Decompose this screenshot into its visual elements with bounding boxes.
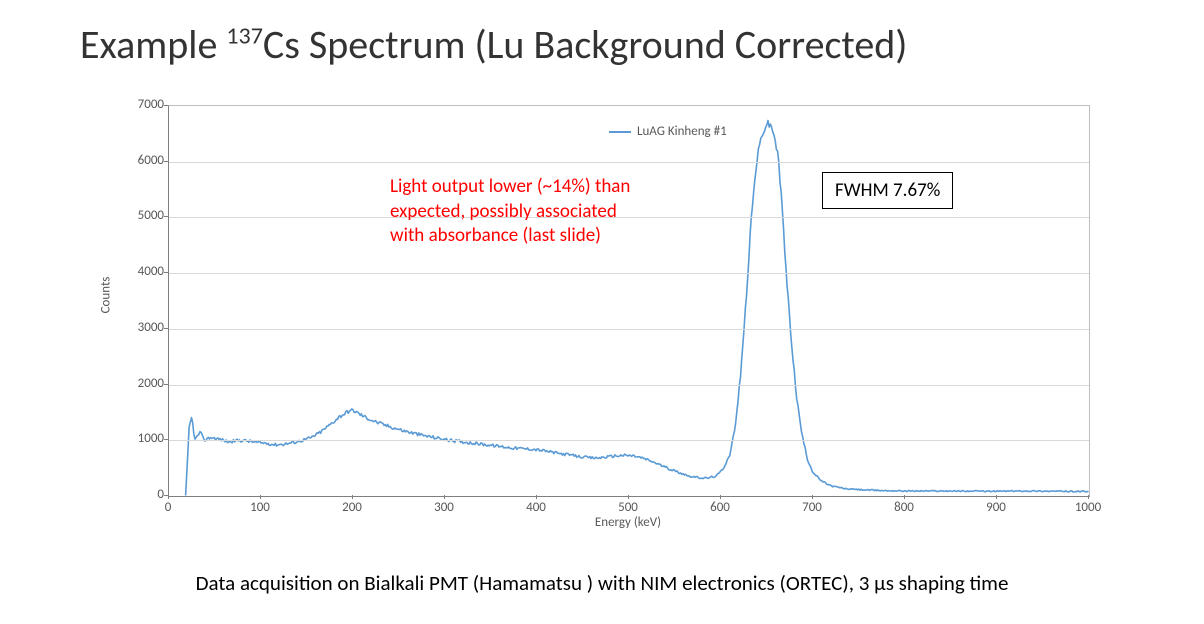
- fwhm-value: FWHM 7.67%: [835, 179, 940, 202]
- page-title: Example 137Cs Spectrum (Lu Background Co…: [80, 20, 1124, 69]
- annotation-fwhm: FWHM 7.67%: [822, 172, 953, 209]
- y-tick-mark: [164, 105, 168, 106]
- gridline: [169, 162, 1089, 163]
- y-tick-mark: [164, 328, 168, 329]
- x-tick-mark: [996, 495, 997, 499]
- annot-red-line1: Light output lower (~14%) than: [390, 175, 630, 198]
- x-tick-mark: [168, 495, 169, 499]
- x-tick-mark: [812, 495, 813, 499]
- x-axis-label: Energy (keV): [168, 515, 1088, 530]
- caption-pre: Data acquisition on Bialkali PMT (Hamama…: [196, 570, 875, 596]
- x-tick-mark: [720, 495, 721, 499]
- x-tick-label: 200: [332, 500, 372, 515]
- x-tick-label: 400: [516, 500, 556, 515]
- y-tick-mark: [164, 216, 168, 217]
- x-tick-label: 600: [700, 500, 740, 515]
- x-tick-label: 500: [608, 500, 648, 515]
- title-post: Cs Spectrum (Lu Background Corrected): [263, 20, 908, 69]
- y-tick-label: 1000: [114, 431, 164, 446]
- caption-post: s shaping time: [886, 570, 1009, 596]
- annot-red-line2: expected, possibly associated: [390, 200, 617, 223]
- legend: LuAG Kinheng #1: [609, 124, 727, 139]
- gridline: [169, 329, 1089, 330]
- y-tick-label: 4000: [114, 264, 164, 279]
- x-tick-mark: [352, 495, 353, 499]
- x-tick-label: 800: [884, 500, 924, 515]
- y-tick-label: 3000: [114, 320, 164, 335]
- annot-red-line3: with absorbance (last slide): [390, 224, 601, 247]
- x-tick-mark: [260, 495, 261, 499]
- legend-label: LuAG Kinheng #1: [637, 124, 727, 139]
- plot-area: LuAG Kinheng #1: [168, 105, 1090, 497]
- slide: Example 137Cs Spectrum (Lu Background Co…: [0, 0, 1204, 624]
- caption: Data acquisition on Bialkali PMT (Hamama…: [0, 570, 1204, 596]
- x-tick-label: 900: [976, 500, 1016, 515]
- x-tick-label: 700: [792, 500, 832, 515]
- x-tick-mark: [628, 495, 629, 499]
- gridline: [169, 273, 1089, 274]
- y-tick-mark: [164, 272, 168, 273]
- gridline: [169, 440, 1089, 441]
- title-pre: Example: [80, 20, 226, 69]
- caption-mu: μ: [874, 570, 886, 596]
- x-tick-mark: [444, 495, 445, 499]
- x-tick-label: 1000: [1068, 500, 1108, 515]
- title-sup: 137: [226, 22, 263, 51]
- x-tick-mark: [536, 495, 537, 499]
- x-tick-label: 0: [148, 500, 188, 515]
- y-tick-label: 6000: [114, 153, 164, 168]
- x-tick-mark: [1088, 495, 1089, 499]
- x-tick-label: 300: [424, 500, 464, 515]
- gridline: [169, 385, 1089, 386]
- y-tick-label: 5000: [114, 208, 164, 223]
- x-tick-mark: [904, 495, 905, 499]
- spectrum-chart: Counts LuAG Kinheng #1 Energy (keV) 0100…: [106, 95, 1106, 535]
- y-axis-label: Counts: [99, 277, 114, 314]
- y-tick-label: 2000: [114, 376, 164, 391]
- x-tick-label: 100: [240, 500, 280, 515]
- legend-swatch: [609, 131, 631, 133]
- y-tick-mark: [164, 161, 168, 162]
- series-line: [169, 106, 1089, 496]
- y-tick-mark: [164, 384, 168, 385]
- y-tick-mark: [164, 439, 168, 440]
- y-tick-label: 7000: [114, 97, 164, 112]
- annotation-light-output: Light output lower (~14%) than expected,…: [390, 175, 690, 249]
